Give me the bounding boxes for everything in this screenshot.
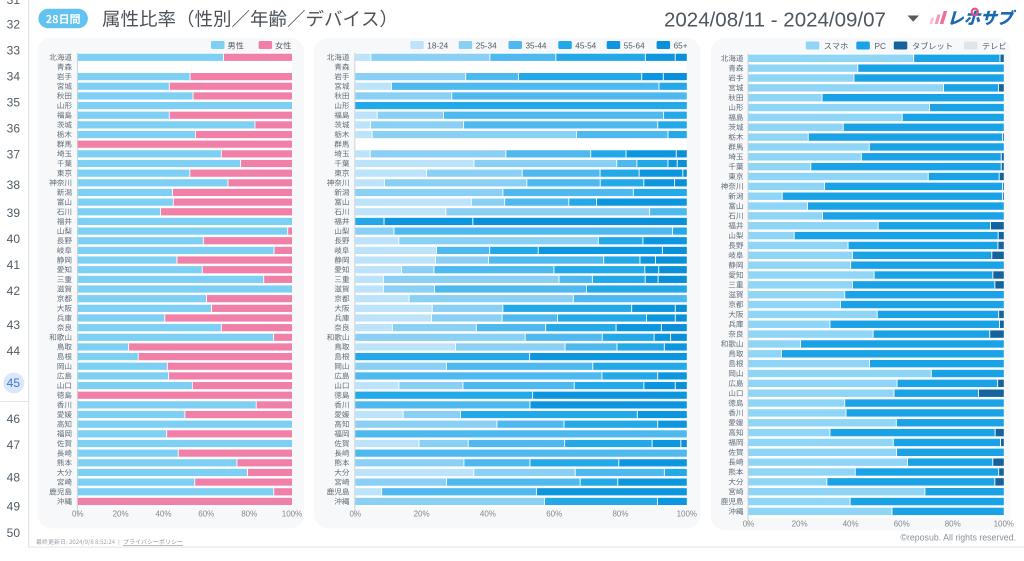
svg-text:40%: 40% <box>480 510 496 519</box>
svg-text:20%: 20% <box>792 520 808 529</box>
svg-text:50: 50 <box>7 526 21 540</box>
svg-text:39: 39 <box>7 206 21 220</box>
svg-text:55-64: 55-64 <box>624 42 645 51</box>
svg-text:44: 44 <box>7 344 21 358</box>
svg-text:31: 31 <box>7 0 21 7</box>
svg-text:80%: 80% <box>612 510 628 519</box>
svg-text:20%: 20% <box>113 510 129 519</box>
svg-text:34: 34 <box>7 70 21 84</box>
svg-text:46: 46 <box>7 412 21 426</box>
svg-text:80%: 80% <box>945 520 961 529</box>
svg-text:42: 42 <box>7 284 21 298</box>
svg-text:43: 43 <box>7 318 21 332</box>
svg-text:0%: 0% <box>350 510 362 519</box>
svg-text:80%: 80% <box>241 510 257 519</box>
svg-text:48: 48 <box>7 471 21 485</box>
svg-text:35: 35 <box>7 96 21 110</box>
svg-text:65+: 65+ <box>674 42 688 51</box>
svg-text:100%: 100% <box>994 520 1014 529</box>
svg-text:60%: 60% <box>546 510 562 519</box>
svg-text:0%: 0% <box>72 510 84 519</box>
svg-text:35-44: 35-44 <box>526 42 547 51</box>
svg-text:36: 36 <box>7 122 21 136</box>
svg-text:2024/08/11 - 2024/09/07: 2024/08/11 - 2024/09/07 <box>664 9 886 32</box>
svg-text:©reposub. All rights reserved.: ©reposub. All rights reserved. <box>900 533 1016 543</box>
svg-text:25-34: 25-34 <box>476 42 497 51</box>
svg-text:45-54: 45-54 <box>575 42 596 51</box>
svg-text:20%: 20% <box>414 510 430 519</box>
svg-text:100%: 100% <box>282 510 302 519</box>
svg-text:37: 37 <box>7 148 21 162</box>
svg-text:32: 32 <box>7 18 21 32</box>
svg-text:60%: 60% <box>198 510 214 519</box>
svg-text:PC: PC <box>875 42 886 51</box>
svg-text:33: 33 <box>7 44 21 58</box>
svg-text:40%: 40% <box>843 520 859 529</box>
svg-text:60%: 60% <box>894 520 910 529</box>
svg-text:18-24: 18-24 <box>427 42 448 51</box>
svg-text:40%: 40% <box>155 510 171 519</box>
svg-text:0%: 0% <box>743 520 755 529</box>
svg-text:40: 40 <box>7 232 21 246</box>
svg-text:100%: 100% <box>677 510 697 519</box>
svg-text:49: 49 <box>7 500 21 514</box>
svg-text:38: 38 <box>7 178 21 192</box>
svg-text:41: 41 <box>7 258 21 272</box>
svg-text:45: 45 <box>7 376 21 390</box>
svg-text:47: 47 <box>7 438 21 452</box>
